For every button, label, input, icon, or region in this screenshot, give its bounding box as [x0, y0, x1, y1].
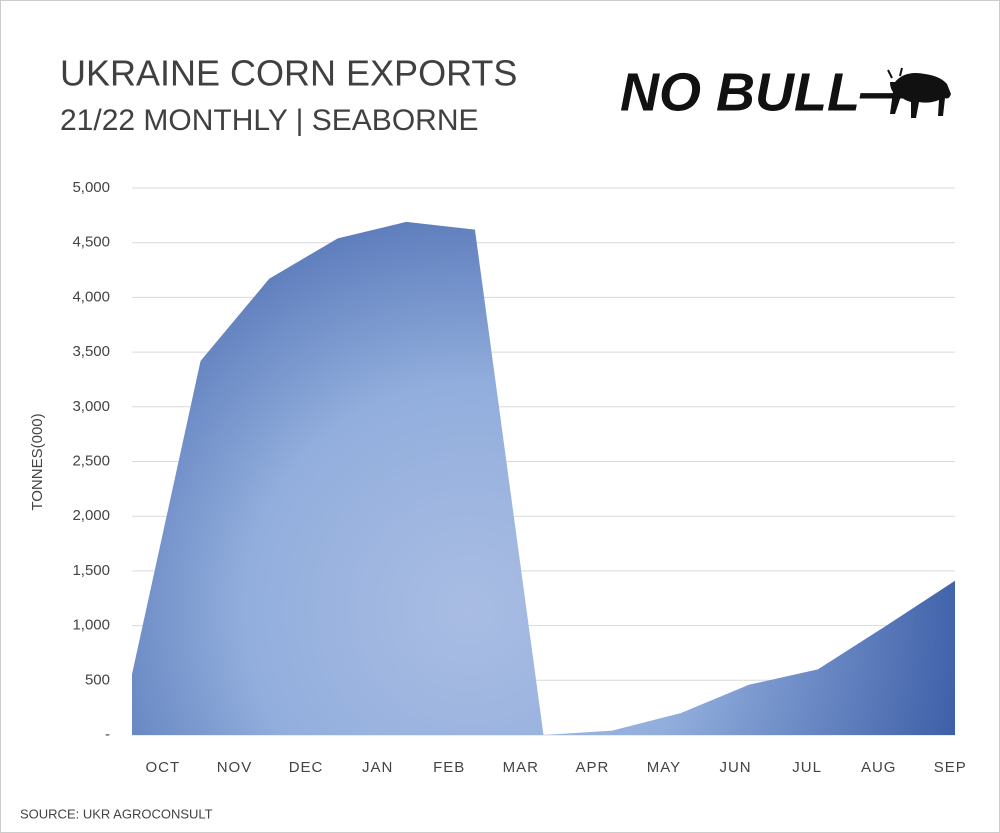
y-axis-label: TONNES(000) [29, 413, 46, 510]
x-tick-label: MAY [647, 759, 681, 776]
x-tick-label: JAN [362, 759, 393, 776]
chart-subtitle: 21/22 MONTHLY | SEABORNE [60, 104, 479, 137]
x-tick-label: OCT [146, 759, 181, 776]
y-tick-label: 3,500 [72, 343, 110, 360]
logo: NO BULL— [620, 62, 915, 122]
y-tick-label: - [105, 726, 110, 743]
y-tick-label: 4,000 [72, 288, 110, 305]
y-tick-label: 2,000 [72, 507, 110, 524]
area [132, 221, 955, 735]
y-tick-label: 3,000 [72, 398, 110, 415]
chart-title: UKRAINE CORN EXPORTS [60, 53, 517, 94]
y-tick-label: 1,000 [72, 617, 110, 634]
x-tick-label: NOV [217, 759, 253, 776]
y-tick-label: 4,500 [72, 234, 110, 251]
y-tick-label: 2,500 [72, 452, 110, 469]
x-tick-label: AUG [861, 759, 897, 776]
x-tick-label: JUL [792, 759, 822, 776]
x-tick-label: APR [575, 759, 609, 776]
bull-icon [887, 67, 951, 118]
x-tick-label: JUN [719, 759, 751, 776]
source-note: SOURCE: UKR AGROCONSULT [20, 806, 213, 821]
y-tick-label: 1,500 [72, 562, 110, 579]
x-tick-label: SEP [934, 759, 967, 776]
y-tick-label: 5,000 [72, 179, 110, 196]
x-tick-label: DEC [289, 759, 324, 776]
x-tick-label: MAR [503, 759, 539, 776]
y-tick-label: 500 [85, 671, 110, 688]
x-tick-label: FEB [433, 759, 465, 776]
